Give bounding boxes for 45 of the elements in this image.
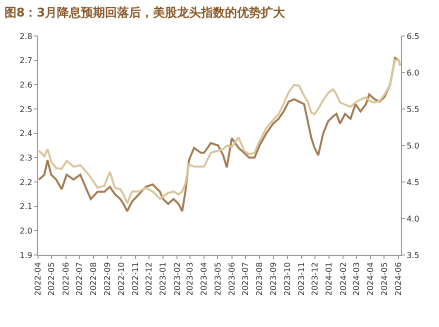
y-tick-label: 2.7 — [20, 56, 32, 66]
y-tick-label: 2.2 — [20, 178, 32, 187]
x-tick-label: 2023-07 — [241, 262, 250, 296]
x-tick-label: 2023-06 — [227, 262, 236, 296]
x-tick-label: 2024-02 — [338, 262, 348, 296]
x-tick-label: 2023-11 — [296, 262, 306, 296]
x-tick-label: 2022-05 — [47, 262, 56, 296]
y2-tick-label: 6.5 — [406, 32, 420, 41]
x-tick-label: 2023-05 — [213, 262, 222, 296]
x-tick-label: 2022-04 — [34, 262, 43, 296]
y-tick-label: 2.3 — [20, 153, 32, 162]
y-tick-label: 2.0 — [20, 226, 32, 236]
x-tick-label: 2024-06 — [394, 262, 403, 296]
x-tick-label: 2024-05 — [380, 262, 389, 296]
x-tick-label: 2024-03 — [352, 262, 362, 296]
y2-tick-label: 4.0 — [406, 214, 420, 224]
x-tick-label: 2024-01 — [324, 262, 334, 296]
y2-tick-label: 6.0 — [406, 68, 420, 78]
x-tick-label: 2022-11 — [130, 262, 140, 296]
chart-title: 图8：3月降息预期回落后，美股龙头指数的优势扩大 — [4, 6, 286, 20]
x-tick-label: 2022-10 — [116, 262, 126, 296]
y-tick-label: 1.9 — [20, 250, 32, 260]
x-tick-label: 2023-10 — [282, 262, 292, 296]
y2-tick-label: 3.5 — [406, 250, 420, 260]
y-tick-label: 2.4 — [20, 129, 32, 138]
y2-tick-label: 5.0 — [406, 141, 420, 150]
x-tick-label: 2022-06 — [61, 262, 70, 296]
y2-tick-label: 5.5 — [406, 104, 420, 114]
x-tick-label: 2023-09 — [269, 262, 278, 296]
x-tick-label: 2023-12 — [310, 262, 320, 296]
x-tick-label: 2022-08 — [89, 262, 98, 296]
x-tick-label: 2023-04 — [200, 262, 209, 296]
x-tick-label: 2024-04 — [366, 262, 376, 296]
y-tick-label: 2.1 — [20, 202, 32, 212]
x-tick-label: 2022-12 — [144, 262, 154, 296]
x-tick-label: 2022-09 — [103, 262, 112, 296]
y-tick-label: 2.8 — [20, 32, 32, 41]
y-tick-label: 2.6 — [20, 80, 32, 90]
x-tick-label: 2022-07 — [74, 262, 84, 296]
x-tick-label: 2023-08 — [255, 262, 264, 296]
y-tick-label: 2.5 — [20, 104, 32, 114]
x-tick-label: 2023-03 — [186, 262, 195, 296]
x-tick-label: 2023-01 — [158, 262, 168, 296]
x-tick-label: 2023-02 — [172, 262, 182, 296]
y2-tick-label: 4.5 — [406, 178, 420, 187]
